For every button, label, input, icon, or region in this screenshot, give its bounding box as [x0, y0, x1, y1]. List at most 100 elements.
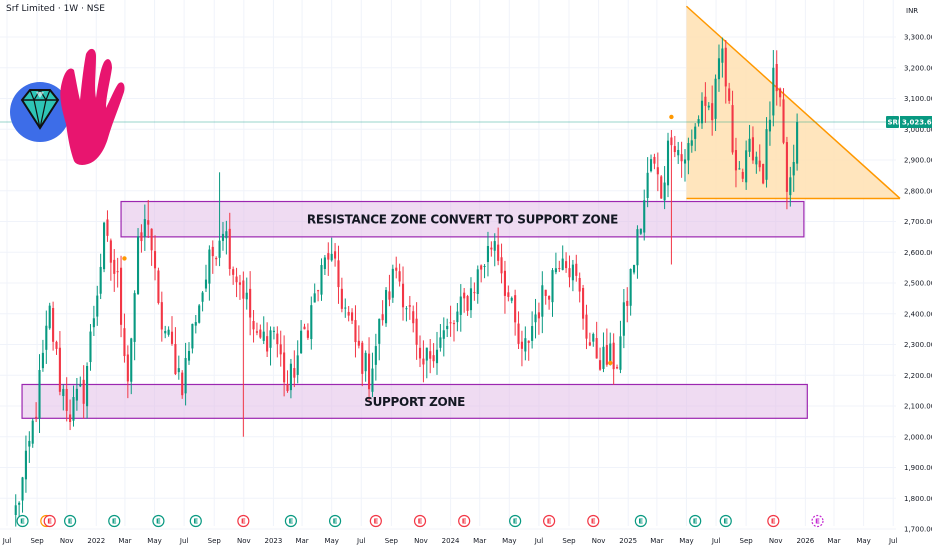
candle-body	[599, 360, 602, 370]
event-letter: E	[418, 518, 423, 526]
event-icon[interactable]: E	[587, 514, 600, 528]
candle-body	[218, 240, 221, 258]
last-price-tag	[900, 115, 932, 128]
event-icon[interactable]: E	[369, 514, 382, 528]
candle-body	[751, 137, 754, 161]
event-icon[interactable]: E	[152, 514, 165, 528]
event-letter: E	[513, 518, 518, 526]
event-icon[interactable]: E	[543, 514, 556, 528]
y-tick-label: 3,300.00	[904, 34, 932, 42]
candle-body	[748, 138, 751, 152]
candle-body	[249, 288, 252, 318]
x-tick-label: Nov	[592, 537, 606, 545]
x-tick-label: May	[502, 537, 516, 545]
candle-body	[534, 314, 537, 323]
candle-body	[585, 314, 588, 339]
candle-body	[602, 346, 605, 369]
x-tick-label: Nov	[60, 537, 74, 545]
candle-body	[524, 338, 527, 352]
candle-body	[293, 368, 296, 378]
candle-body	[140, 232, 143, 242]
candle-body	[435, 349, 439, 364]
candle-body	[238, 282, 242, 285]
event-letter: E	[693, 518, 698, 526]
candle-body	[58, 347, 61, 392]
candle-body	[89, 331, 92, 363]
candle-body	[198, 305, 201, 323]
event-icon[interactable]: E	[108, 514, 121, 528]
x-tick-label: Sep	[208, 537, 222, 545]
event-icon[interactable]: E	[509, 514, 522, 528]
event-icon[interactable]: E	[284, 514, 298, 528]
candle-body	[235, 276, 238, 283]
candle-body	[714, 78, 717, 119]
candle-body	[157, 270, 160, 303]
candle-body	[255, 331, 258, 333]
event-icon[interactable]: E	[689, 514, 702, 528]
event-letter: E	[638, 518, 643, 526]
event-icon[interactable]: E	[16, 514, 29, 528]
candle-body	[779, 88, 782, 98]
candle-body	[194, 322, 197, 326]
candle-body	[680, 154, 683, 162]
event-icon[interactable]: E	[189, 514, 202, 528]
candle-body	[388, 291, 391, 300]
zone-box-1[interactable]	[21, 383, 808, 419]
candle-body	[187, 350, 191, 361]
x-tick-label: 2023	[265, 537, 283, 545]
event-icon[interactable]: E	[811, 514, 824, 528]
event-icon[interactable]: E	[328, 514, 342, 528]
diamond-hand-logo	[10, 48, 125, 165]
candle-body	[259, 329, 262, 338]
candles	[14, 37, 799, 527]
zone-box-0[interactable]	[120, 200, 805, 238]
candle-body	[221, 233, 225, 241]
candle-body	[772, 67, 775, 116]
y-axis[interactable]: 1,700.00 1,800.00 1,900.00 2,000.00 2,100.00…	[886, 34, 932, 534]
candle-body	[656, 167, 659, 175]
event-icon[interactable]: E	[458, 514, 471, 528]
candle-body	[143, 219, 146, 237]
event-letter: E	[289, 518, 294, 526]
candle-body	[272, 330, 275, 332]
candle-body	[758, 160, 761, 168]
candle-body	[99, 266, 102, 294]
zones[interactable]	[21, 200, 808, 419]
candle-body	[72, 397, 75, 421]
candle-body	[327, 253, 330, 260]
candle-body	[626, 300, 629, 306]
candle-body	[480, 265, 483, 270]
y-tick-label: 3,000.00	[904, 126, 932, 134]
candle-body	[731, 105, 734, 153]
event-icon[interactable]: E	[767, 514, 780, 528]
candle-body	[575, 263, 578, 276]
event-icon[interactable]: E	[634, 514, 647, 528]
event-icon[interactable]: E	[719, 514, 732, 528]
candle-body	[313, 293, 316, 303]
candle-body	[123, 328, 126, 357]
candle-body	[317, 290, 320, 292]
candle-body	[330, 253, 333, 261]
x-tick-label: 2025	[619, 537, 637, 545]
event-icon[interactable]: E	[63, 514, 77, 528]
x-tick-label: Jul	[711, 537, 721, 545]
event-icon[interactable]: E	[237, 514, 250, 528]
candle-body	[242, 280, 245, 299]
x-axis[interactable]: Jul Sep Nov 2022 Mar May Jul Sep Nov 2023 Mar May Ju…	[2, 537, 898, 545]
event-icons[interactable]: EDEEEEEEEEEEEEEEEEEEE	[16, 514, 824, 528]
candle-body	[520, 341, 523, 349]
candle-body	[215, 257, 218, 260]
event-letter: E	[47, 518, 52, 526]
candle-body	[119, 267, 123, 325]
candle-body	[164, 330, 167, 334]
candle-body	[565, 261, 568, 269]
candle-body	[405, 308, 408, 310]
event-icon[interactable]: E	[43, 514, 56, 528]
event-letter: E	[591, 518, 596, 526]
candle-body	[14, 505, 17, 515]
event-icon[interactable]: E	[413, 514, 427, 528]
x-tick-label: Sep	[30, 537, 44, 545]
candle-body	[422, 358, 425, 365]
candle-body	[762, 163, 765, 184]
